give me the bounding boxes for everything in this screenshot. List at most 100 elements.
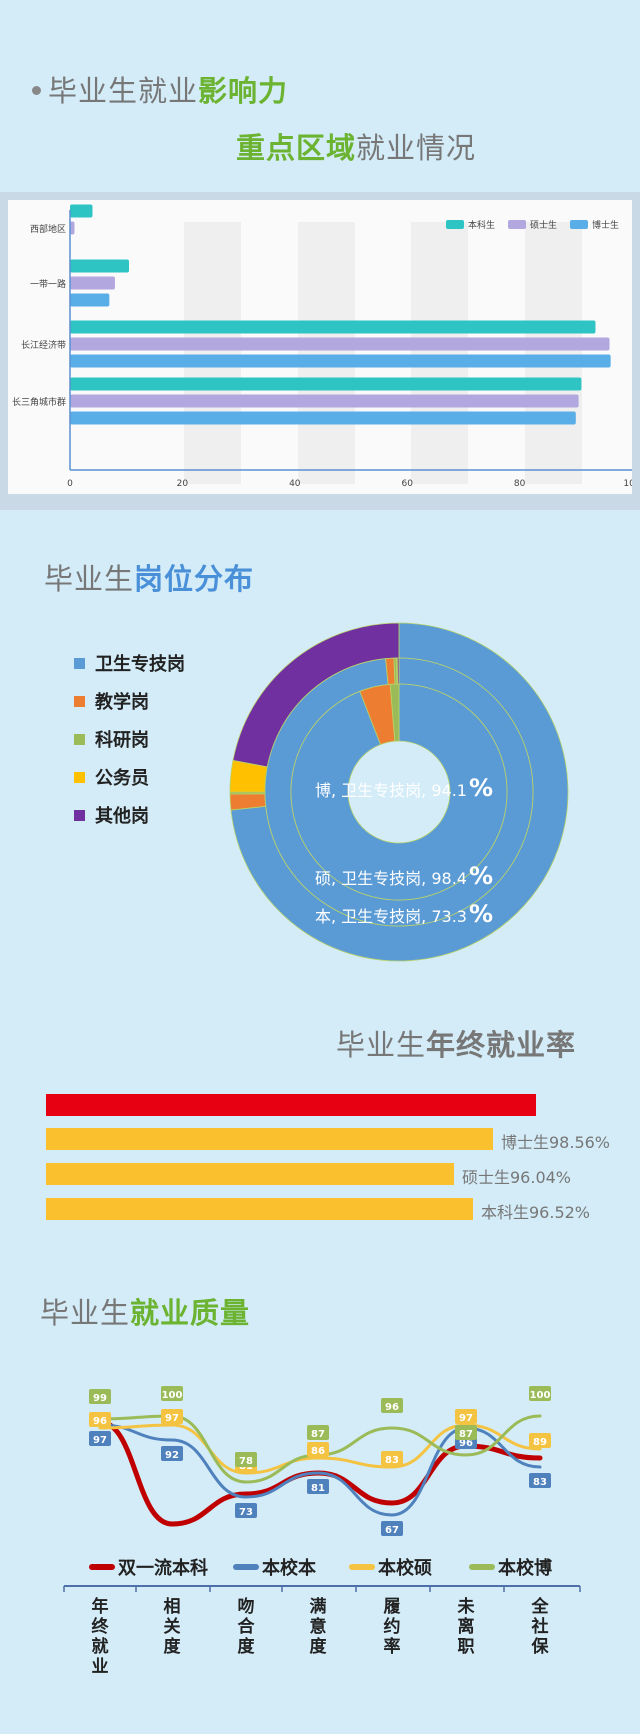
quality-point-label: 97 xyxy=(459,1413,473,1424)
region-legend-swatch xyxy=(508,220,526,229)
quality-title-prefix: 毕业生 xyxy=(40,1296,131,1330)
header-line2-suffix: 就业情况 xyxy=(356,131,477,165)
quality-point-badge xyxy=(381,1521,403,1536)
positions-legend-item: 教学岗 xyxy=(74,688,185,714)
region-bar xyxy=(70,259,130,273)
positions-legend-label: 公务员 xyxy=(95,768,149,789)
region-chart-legend: 本科生 硕士生 博士生 xyxy=(446,219,619,231)
region-legend-label: 博士生 xyxy=(592,219,619,231)
quality-point-label: 96 xyxy=(93,1416,107,1427)
quality-point-label: 83 xyxy=(533,1477,547,1488)
rate-bar xyxy=(46,1198,473,1220)
quality-point-badge xyxy=(529,1433,551,1448)
positions-legend-swatch xyxy=(74,810,85,821)
quality-point-label: 96 xyxy=(459,1438,473,1449)
quality-point-badge xyxy=(455,1409,477,1424)
quality-title-highlight: 就业质量 xyxy=(130,1296,251,1330)
quality-point-label: 87 xyxy=(459,1429,473,1440)
region-category-label: 长江经济带 xyxy=(21,339,66,351)
region-bars xyxy=(70,204,611,425)
region-x-tick: 20 xyxy=(177,479,189,489)
region-x-tick: 80 xyxy=(514,479,526,489)
region-legend-label: 硕士生 xyxy=(530,219,557,231)
positions-legend-item: 科研岗 xyxy=(74,726,185,752)
quality-point-badge xyxy=(89,1412,111,1427)
quality-point-label: 99 xyxy=(93,1393,107,1404)
header-line1-highlight: 影响力 xyxy=(198,74,289,108)
header-line-2: 重点区域就业情况 xyxy=(236,125,476,167)
region-bar xyxy=(70,394,579,408)
positions-legend-item: 公务员 xyxy=(74,764,185,790)
quality-point-label: 87 xyxy=(311,1429,325,1440)
quality-point-label: 78 xyxy=(239,1456,253,1467)
positions-legend-label: 其他岗 xyxy=(95,806,149,827)
region-x-tick: 40 xyxy=(289,479,301,489)
quality-point-badge xyxy=(161,1446,183,1461)
quality-point-badge xyxy=(235,1452,257,1467)
rate-bar xyxy=(46,1163,454,1185)
rate-bar-label: 本科生96.52% xyxy=(481,1203,591,1222)
quality-point-label: 73 xyxy=(239,1507,253,1518)
region-bar xyxy=(70,337,610,351)
quality-category-label: 相关度 xyxy=(164,1596,182,1657)
bullet-dot xyxy=(32,86,41,95)
quality-point-badge xyxy=(529,1386,551,1401)
quality-legend-label: 本校博 xyxy=(498,1557,552,1579)
rate-title: 毕业生年终就业率 xyxy=(336,1022,576,1064)
quality-point-label: 97 xyxy=(165,1413,179,1424)
quality-title: 毕业生就业质量 xyxy=(40,1290,250,1332)
positions-legend-label: 科研岗 xyxy=(95,730,149,751)
quality-point-badge xyxy=(307,1479,329,1494)
region-legend-label: 本科生 xyxy=(468,219,495,231)
positions-legend-label: 卫生专技岗 xyxy=(95,654,185,675)
quality-category-label: 全社保 xyxy=(531,1596,550,1657)
quality-point-badge xyxy=(529,1473,551,1488)
rate-bar-label: 硕士生96.04% xyxy=(462,1168,572,1187)
quality-legend-label: 双一流本科 xyxy=(118,1557,208,1579)
region-bar xyxy=(70,276,115,290)
rate-title-prefix: 毕业生 xyxy=(336,1028,427,1062)
positions-legend-item: 其他岗 xyxy=(74,802,185,828)
positions-legend-swatch xyxy=(74,734,85,745)
quality-category-label: 未离职 xyxy=(457,1596,475,1657)
header-line2-highlight: 重点区域 xyxy=(236,131,357,165)
region-legend-swatch xyxy=(446,220,464,229)
header-line1-prefix: 毕业生就业 xyxy=(48,74,199,108)
quality-point-badge xyxy=(161,1386,183,1401)
positions-legend: 卫生专技岗教学岗科研岗公务员其他岗 xyxy=(74,650,185,840)
donut-segment xyxy=(396,657,400,685)
quality-point-badge xyxy=(381,1398,403,1413)
positions-title-highlight: 岗位分布 xyxy=(134,562,255,596)
quality-point-label: 86 xyxy=(311,1446,325,1457)
quality-legend: 双一流本科 本校本 本校硕 本校博 xyxy=(89,1557,552,1579)
quality-x-axis: 年终就业 相关度 吻合度 满意度 履约率 未离职 全社保 xyxy=(63,1586,581,1677)
positions-legend-swatch xyxy=(74,696,85,707)
quality-category-label: 吻合度 xyxy=(238,1596,256,1657)
quality-category-label: 年终就业 xyxy=(92,1596,110,1677)
quality-category-label: 履约率 xyxy=(384,1597,401,1657)
positions-ring-labels: 博, 卫生专技岗, 94.1% 硕, 卫生专技岗, 98.4% 本, 卫生专技岗, … xyxy=(315,774,493,928)
quality-category-label: 满意度 xyxy=(310,1596,328,1657)
region-x-tick: 60 xyxy=(401,479,413,489)
quality-point-label: 100 xyxy=(162,1390,183,1401)
donut-ring-label: 硕, 卫生专技岗, 98.4% xyxy=(315,862,493,890)
quality-point-badge xyxy=(381,1451,403,1466)
quality-line-chart: 9792738167968396978186839789991007887968… xyxy=(63,1386,581,1677)
quality-point-badge xyxy=(89,1389,111,1404)
region-category-label: 一带一路 xyxy=(30,278,66,290)
region-chart-panel: 本科生 硕士生 博士生 西部地区 一带一路 长江经济带 长三角城市群 0 20 40 60 80 1… xyxy=(8,200,640,494)
region-category-label: 西部地区 xyxy=(30,223,66,235)
region-bar xyxy=(70,293,110,307)
quality-point-badge xyxy=(235,1503,257,1518)
quality-point-labels: 9792738167968396978186839789991007887968… xyxy=(89,1386,551,1536)
region-x-tick: 0 xyxy=(67,479,73,489)
donut-segment xyxy=(290,683,508,901)
positions-title-prefix: 毕业生 xyxy=(44,562,135,596)
quality-point-badge xyxy=(161,1409,183,1424)
positions-legend-label: 教学岗 xyxy=(95,692,149,713)
quality-point-label: 100 xyxy=(530,1390,551,1401)
region-bar xyxy=(70,411,576,425)
